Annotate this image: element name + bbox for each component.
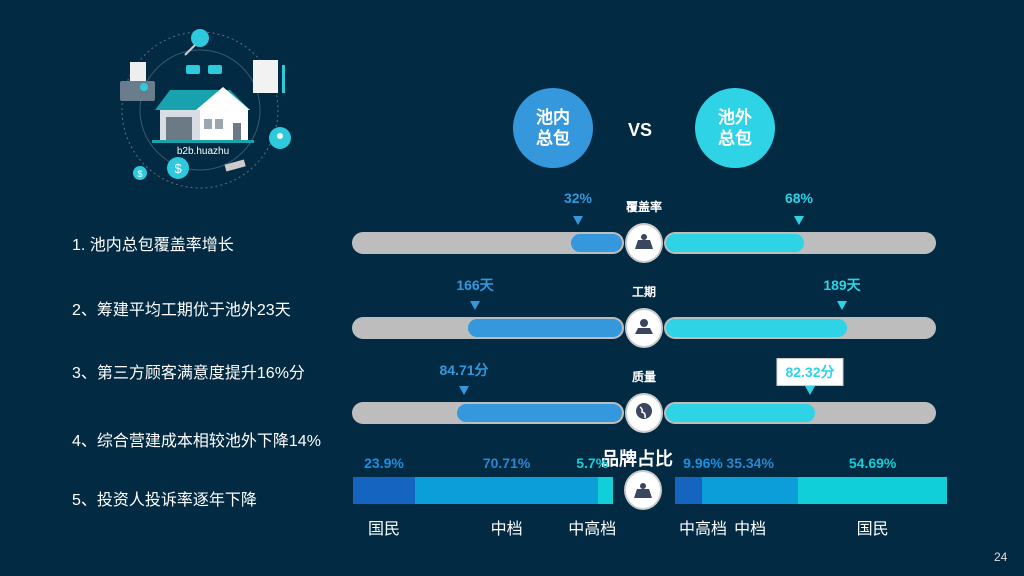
segment-category-label: 中高档 — [568, 521, 617, 538]
right-value-label: 82.32分 — [776, 358, 844, 386]
svg-text:$: $ — [174, 161, 182, 176]
right-track — [664, 317, 936, 339]
left-track — [352, 317, 624, 339]
house-illustration: b2b.huazhu $ $ — [120, 29, 291, 189]
segment-value-label: 54.69% — [848, 455, 897, 471]
right-marker — [794, 216, 804, 225]
segment-category-label: 国民 — [367, 521, 400, 538]
svg-text:$: $ — [137, 169, 142, 179]
left-value-label: 32% — [563, 190, 593, 206]
segment-value-label: 35.34% — [726, 455, 774, 471]
segment-category-label: 中高档 — [678, 521, 728, 538]
segment-value-label: 70.71% — [482, 455, 531, 471]
stacked-segment — [675, 477, 703, 504]
right-marker — [805, 386, 815, 395]
illustration-caption: b2b.huazhu — [177, 146, 229, 157]
left-fill-bar — [457, 404, 622, 422]
list-item: 3、第三方顾客满意度提升16%分 — [72, 365, 305, 382]
bubble-line: 总包 — [718, 129, 752, 148]
globe-icon — [634, 401, 654, 426]
list-item: 1. 池内总包覆盖率增长 — [72, 237, 234, 254]
list-item: 4、综合营建成本相较池外下降14% — [72, 433, 321, 450]
left-value-label: 166天 — [456, 277, 494, 293]
left-track — [352, 232, 624, 254]
metric-label: 质量 — [631, 370, 657, 384]
metric-hub — [625, 308, 663, 348]
right-track — [664, 402, 936, 424]
bubble-line: 池内 — [536, 108, 570, 127]
segment-value-label: 5.7% — [576, 455, 609, 471]
left-fill-bar — [571, 234, 622, 252]
map-icon — [634, 483, 652, 498]
segment-category-label: 国民 — [856, 521, 889, 538]
left-track — [352, 402, 624, 424]
inner-contractor-bubble: 池内 总包 — [513, 88, 593, 168]
left-value-label: 84.71分 — [439, 362, 489, 378]
metric-hub — [625, 223, 663, 263]
metric-label: 覆盖率 — [625, 200, 663, 214]
left-marker — [459, 386, 469, 395]
metric-hub — [625, 393, 663, 433]
right-fill-bar — [666, 319, 847, 337]
segment-category-label: 中档 — [734, 521, 767, 538]
right-fill-bar — [666, 404, 815, 422]
right-stacked-bar — [675, 477, 947, 504]
stacked-segment — [353, 477, 415, 504]
outer-contractor-bubble: 池外 总包 — [695, 88, 775, 168]
segment-value-label: 23.9% — [364, 455, 404, 471]
segment-category-label: 中档 — [490, 521, 523, 538]
left-stacked-bar — [353, 477, 613, 504]
metric-label: 工期 — [631, 285, 657, 299]
right-track — [664, 232, 936, 254]
left-marker — [470, 301, 480, 310]
stacked-segment — [798, 477, 947, 504]
stacked-segment — [598, 477, 613, 504]
bubble-line: 总包 — [536, 129, 570, 148]
list-item: 2、筹建平均工期优于池外23天 — [72, 302, 291, 319]
right-value-label: 189天 — [823, 277, 861, 293]
vs-label: VS — [628, 120, 653, 140]
location-map-icon — [634, 317, 654, 340]
bubble-line: 池外 — [718, 108, 752, 127]
right-value-label: 68% — [784, 190, 814, 206]
left-marker — [573, 216, 583, 225]
list-item: 5、投资人投诉率逐年下降 — [72, 492, 257, 509]
left-fill-bar — [468, 319, 622, 337]
page-number: 24 — [994, 550, 1008, 564]
stacked-segment — [414, 477, 599, 504]
segment-value-label: 9.96% — [683, 455, 723, 471]
brand-hub — [624, 470, 662, 510]
map-icon — [634, 232, 654, 255]
stacked-segment — [702, 477, 799, 504]
brand-share-title: 品牌占比 — [601, 449, 673, 469]
right-fill-bar — [666, 234, 804, 252]
right-marker — [837, 301, 847, 310]
